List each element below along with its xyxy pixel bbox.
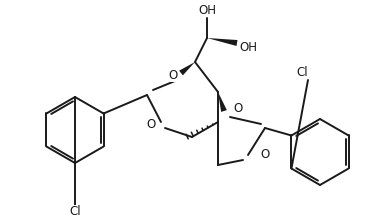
Text: O: O [233, 103, 243, 116]
Polygon shape [179, 62, 195, 75]
Text: O: O [168, 69, 178, 82]
Text: OH: OH [239, 41, 257, 54]
Text: O: O [260, 149, 270, 162]
Text: Cl: Cl [296, 65, 308, 78]
Text: O: O [146, 118, 156, 131]
Polygon shape [207, 38, 238, 46]
Text: Cl: Cl [69, 205, 81, 218]
Polygon shape [218, 92, 227, 112]
Text: OH: OH [198, 4, 216, 17]
